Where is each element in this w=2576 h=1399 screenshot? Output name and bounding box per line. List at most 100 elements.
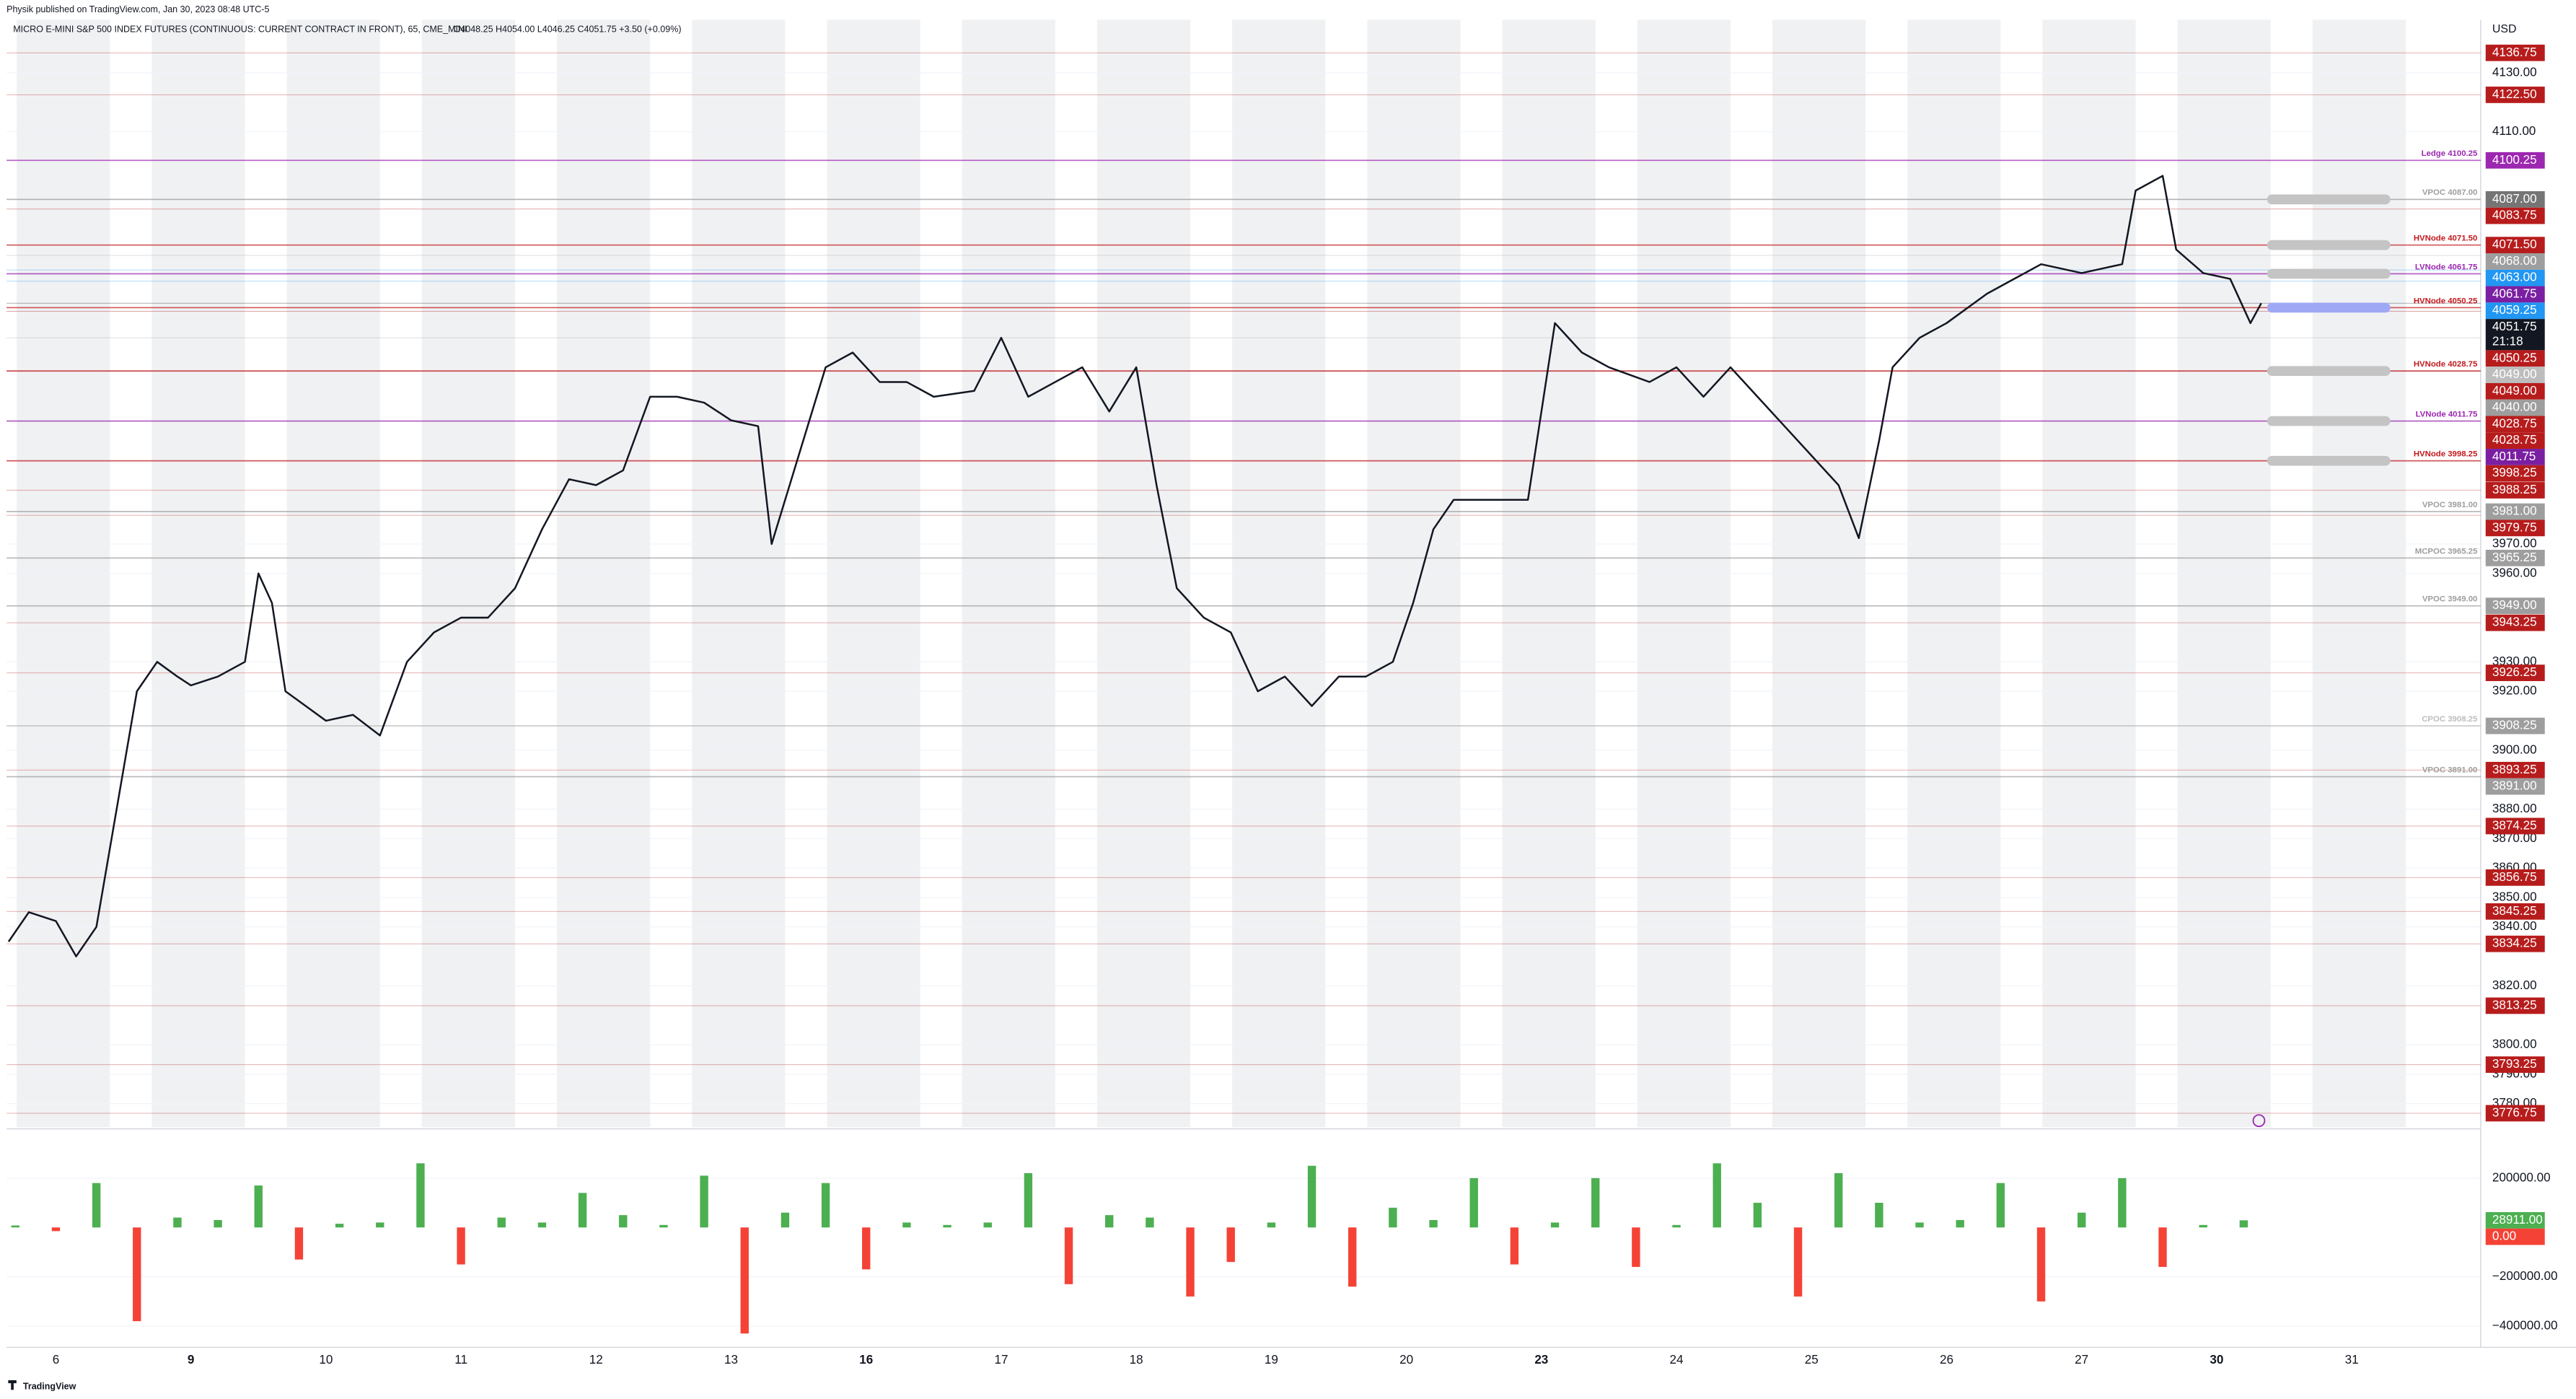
price-tag bbox=[2485, 350, 2545, 367]
price-tag-label: 4087.00 bbox=[2492, 192, 2537, 206]
price-tag-label: 3856.75 bbox=[2492, 870, 2537, 884]
price-tag-label: 3793.25 bbox=[2492, 1057, 2537, 1071]
price-tag-label: 3981.00 bbox=[2492, 504, 2537, 518]
price-tag-label: 3776.75 bbox=[2492, 1105, 2537, 1119]
price-tag-label: 3908.25 bbox=[2492, 719, 2537, 732]
price-tag-label: 4083.75 bbox=[2492, 209, 2537, 222]
delta-bar bbox=[2239, 1220, 2248, 1228]
delta-bar bbox=[1307, 1165, 1316, 1228]
price-tag-label: 4061.75 bbox=[2492, 286, 2537, 300]
alert-icon[interactable] bbox=[2252, 1114, 2266, 1128]
delta-bar bbox=[1389, 1207, 1397, 1228]
price-tag bbox=[2485, 207, 2545, 224]
delta-bar bbox=[1348, 1227, 1357, 1287]
price-tag bbox=[2485, 190, 2545, 208]
delta-bar bbox=[902, 1222, 911, 1228]
level-label: Ledge 4100.25 bbox=[2422, 149, 2478, 158]
price-tag bbox=[2485, 237, 2545, 254]
price-tag-label: 3998.25 bbox=[2492, 466, 2537, 480]
price-tag bbox=[2485, 44, 2545, 61]
delta-bar bbox=[821, 1183, 830, 1228]
x-tick-label: 25 bbox=[1805, 1353, 1819, 1367]
price-tag-label: 4049.00 bbox=[2492, 384, 2537, 398]
delta-bar bbox=[133, 1227, 141, 1322]
delta-tag bbox=[2485, 1228, 2545, 1245]
delta-bar bbox=[2158, 1227, 2167, 1267]
price-tag bbox=[2485, 665, 2545, 681]
x-tick-label: 11 bbox=[454, 1353, 467, 1367]
background-layer bbox=[6, 19, 2481, 1327]
delta-bar bbox=[1146, 1217, 1154, 1228]
price-tag-label: 3813.25 bbox=[2492, 998, 2537, 1012]
delta-bar bbox=[2036, 1227, 2046, 1302]
x-tick-label: 26 bbox=[1940, 1353, 1953, 1367]
level-label: LVNode 4011.75 bbox=[2416, 410, 2478, 418]
delta-bar bbox=[1429, 1219, 1438, 1228]
delta-bar bbox=[1469, 1177, 1478, 1228]
price-tag bbox=[2485, 253, 2545, 270]
price-tag-label: 3943.25 bbox=[2492, 615, 2537, 629]
delta-bar bbox=[1024, 1173, 1033, 1228]
price-tag-label: 4059.25 bbox=[2492, 303, 2537, 317]
delta-bar bbox=[862, 1227, 871, 1270]
published: Physik published on TradingView.com, Jan… bbox=[6, 4, 269, 14]
delta-bar bbox=[214, 1219, 222, 1228]
price-tag bbox=[2485, 399, 2545, 416]
delta-bar bbox=[700, 1175, 708, 1228]
y-tick-label: 3900.00 bbox=[2492, 742, 2537, 756]
price-tag-label: 4122.50 bbox=[2492, 87, 2537, 101]
brand-logo bbox=[8, 1380, 17, 1390]
delta-tick-label: −400000.00 bbox=[2492, 1318, 2558, 1332]
currency: USD bbox=[2492, 23, 2517, 35]
delta-bar bbox=[1753, 1203, 1762, 1228]
price-tag bbox=[2485, 269, 2545, 286]
price-tag-label: 3891.00 bbox=[2492, 779, 2537, 793]
delta-bar bbox=[457, 1227, 465, 1265]
x-tick-label: 20 bbox=[1399, 1353, 1413, 1367]
price-tag bbox=[2485, 152, 2545, 169]
y-tick-label: 4130.00 bbox=[2492, 65, 2537, 79]
delta-bar bbox=[1996, 1183, 2005, 1228]
price-tag bbox=[2485, 87, 2545, 103]
delta-bar bbox=[11, 1225, 19, 1228]
delta-tick-label: −200000.00 bbox=[2492, 1269, 2558, 1283]
price-tag bbox=[2485, 416, 2545, 433]
symbol-title: MICRO E-MINI S&P 500 INDEX FUTURES (CONT… bbox=[13, 24, 467, 34]
delta-bar bbox=[1834, 1173, 1843, 1228]
price-tag bbox=[2485, 465, 2545, 482]
price-tag-label: 3874.25 bbox=[2492, 818, 2537, 832]
price-tag bbox=[2485, 1105, 2545, 1122]
delta-bar bbox=[1550, 1222, 1560, 1228]
x-tick-label: 23 bbox=[1534, 1353, 1548, 1367]
delta-bar bbox=[619, 1215, 628, 1228]
price-tag-label: 4051.75 bbox=[2492, 320, 2537, 333]
delta-bar bbox=[1226, 1227, 1235, 1263]
level-zone bbox=[2267, 455, 2391, 466]
delta-bar bbox=[2077, 1212, 2086, 1228]
level-label: VPOC 4087.00 bbox=[2422, 188, 2478, 197]
x-tick-label: 24 bbox=[1670, 1353, 1684, 1367]
delta-bar bbox=[1186, 1227, 1195, 1297]
price-tag-label: 4011.75 bbox=[2492, 449, 2536, 463]
delta-tick-label: 200000.00 bbox=[2492, 1170, 2551, 1184]
y-tick-label: 4110.00 bbox=[2492, 124, 2536, 138]
y-tick-label: 3820.00 bbox=[2492, 978, 2537, 992]
level-label: HVNode 4071.50 bbox=[2414, 234, 2478, 243]
x-tick-label: 19 bbox=[1265, 1353, 1278, 1367]
price-tag-label: 3949.00 bbox=[2492, 598, 2537, 612]
price-tag-label: 3926.25 bbox=[2492, 665, 2537, 679]
x-tick-label: 18 bbox=[1130, 1353, 1143, 1367]
price-tag-label: 4049.00 bbox=[2492, 367, 2537, 381]
price-tag bbox=[2485, 869, 2545, 886]
level-label: HVNode 4028.75 bbox=[2414, 360, 2478, 369]
level-label: VPOC 3949.00 bbox=[2422, 595, 2478, 604]
delta-bar bbox=[1632, 1227, 1640, 1267]
brand: TradingView bbox=[23, 1381, 76, 1391]
price-tag bbox=[2485, 903, 2545, 920]
delta-bar bbox=[781, 1212, 790, 1228]
delta-bar bbox=[1793, 1227, 1803, 1297]
y-tick-label: 3960.00 bbox=[2492, 566, 2537, 579]
delta-bar bbox=[294, 1227, 304, 1260]
x-tick-label: 6 bbox=[53, 1353, 60, 1367]
